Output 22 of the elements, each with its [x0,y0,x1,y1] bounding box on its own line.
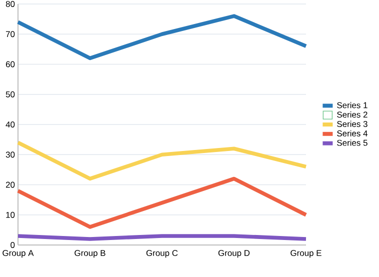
x-tick-label: Group C [146,250,178,258]
y-tick-label: 10 [6,212,15,218]
x-tick-label: Group A [2,250,34,258]
y-tick-label: 50 [6,91,15,98]
x-tick-label: Group E [290,250,322,258]
legend-label: Series 3 [337,120,368,128]
legend-label: Series 5 [337,140,368,146]
x-tick-label: Group B [74,250,106,258]
y-tick-label: 20 [6,182,15,188]
y-tick-label: 30 [6,152,15,158]
line-series [16,176,308,229]
legend-label: Series 2 [337,111,368,118]
y-tick-label: 70 [6,31,15,38]
x-tick-label: Group D [218,250,250,258]
y-tick-label: 60 [6,61,15,68]
y-tick-label: 40 [6,122,15,128]
y-tick-label: 0 [10,242,15,248]
legend-label: Series 4 [337,130,368,136]
legend-label: Series 1 [337,102,368,108]
y-tick-label: 80 [6,1,15,7]
line-series [16,140,308,181]
line-series [16,14,308,60]
